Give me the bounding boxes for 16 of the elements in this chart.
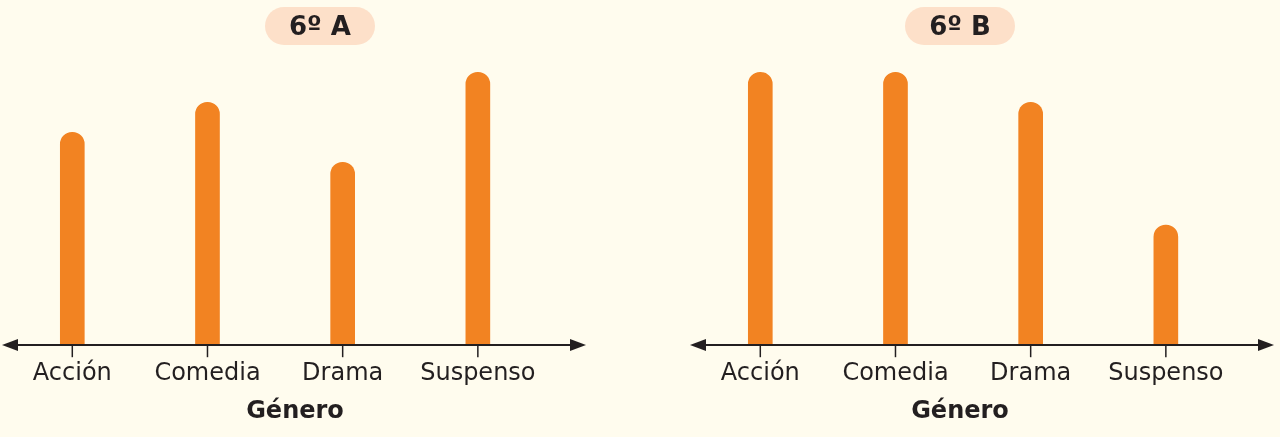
- x-tick-label: Suspenso: [420, 357, 536, 386]
- x-tick-label: Drama: [990, 357, 1072, 386]
- x-tick-label: Acción: [32, 357, 112, 386]
- bar: [59, 132, 85, 346]
- chart-title: 6º A: [265, 7, 375, 45]
- x-tick-label: Drama: [302, 357, 384, 386]
- chart-title: 6º B: [905, 7, 1015, 45]
- x-tick-label: Comedia: [842, 357, 949, 386]
- x-axis-title: Género: [245, 396, 345, 424]
- bar: [195, 102, 220, 346]
- x-axis-title: Género: [910, 396, 1010, 424]
- x-tick-label: Suspenso: [1108, 357, 1224, 386]
- x-tick-label: Comedia: [154, 357, 261, 386]
- x-tick-label: Acción: [720, 357, 800, 386]
- bar: [465, 72, 491, 346]
- bar: [330, 162, 355, 346]
